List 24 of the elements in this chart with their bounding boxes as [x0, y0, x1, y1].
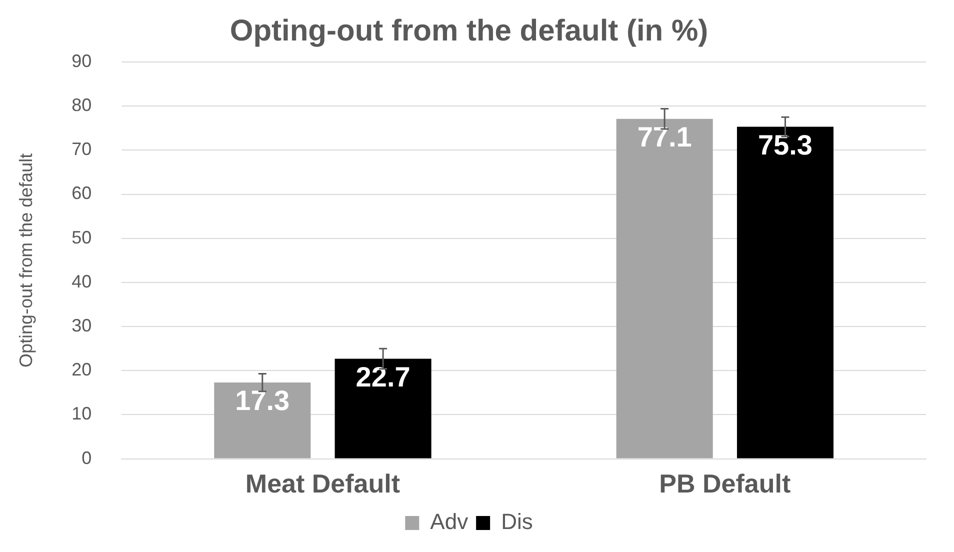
data-label: 77.1: [637, 122, 692, 153]
y-tick-label: 80: [72, 95, 92, 116]
bar: [214, 382, 311, 458]
y-axis-title: Opting-out from the default: [16, 153, 36, 368]
y-tick-label: 30: [72, 316, 92, 336]
y-tick-label: 40: [72, 271, 92, 292]
y-tick-label: 60: [72, 183, 92, 204]
legend-label: Adv: [430, 509, 468, 534]
bar: [736, 126, 834, 458]
bar: [616, 118, 713, 458]
x-tick-label: Meat Default: [245, 468, 400, 499]
data-label: 75.3: [758, 130, 812, 161]
data-label: 17.3: [235, 385, 290, 416]
x-tick-label: PB Default: [659, 468, 791, 499]
y-tick-label: 70: [72, 139, 92, 160]
y-tick-label: 10: [72, 404, 92, 424]
y-tick-label: 90: [72, 50, 92, 71]
y-tick-label: 20: [72, 360, 92, 380]
legend-label: Dis: [501, 509, 533, 534]
chart-title: Opting-out from the default (in %): [230, 14, 708, 48]
y-tick-label: 0: [82, 448, 92, 468]
bar: [334, 358, 432, 458]
data-label: 22.7: [356, 361, 410, 392]
y-tick-label: 50: [72, 227, 92, 248]
